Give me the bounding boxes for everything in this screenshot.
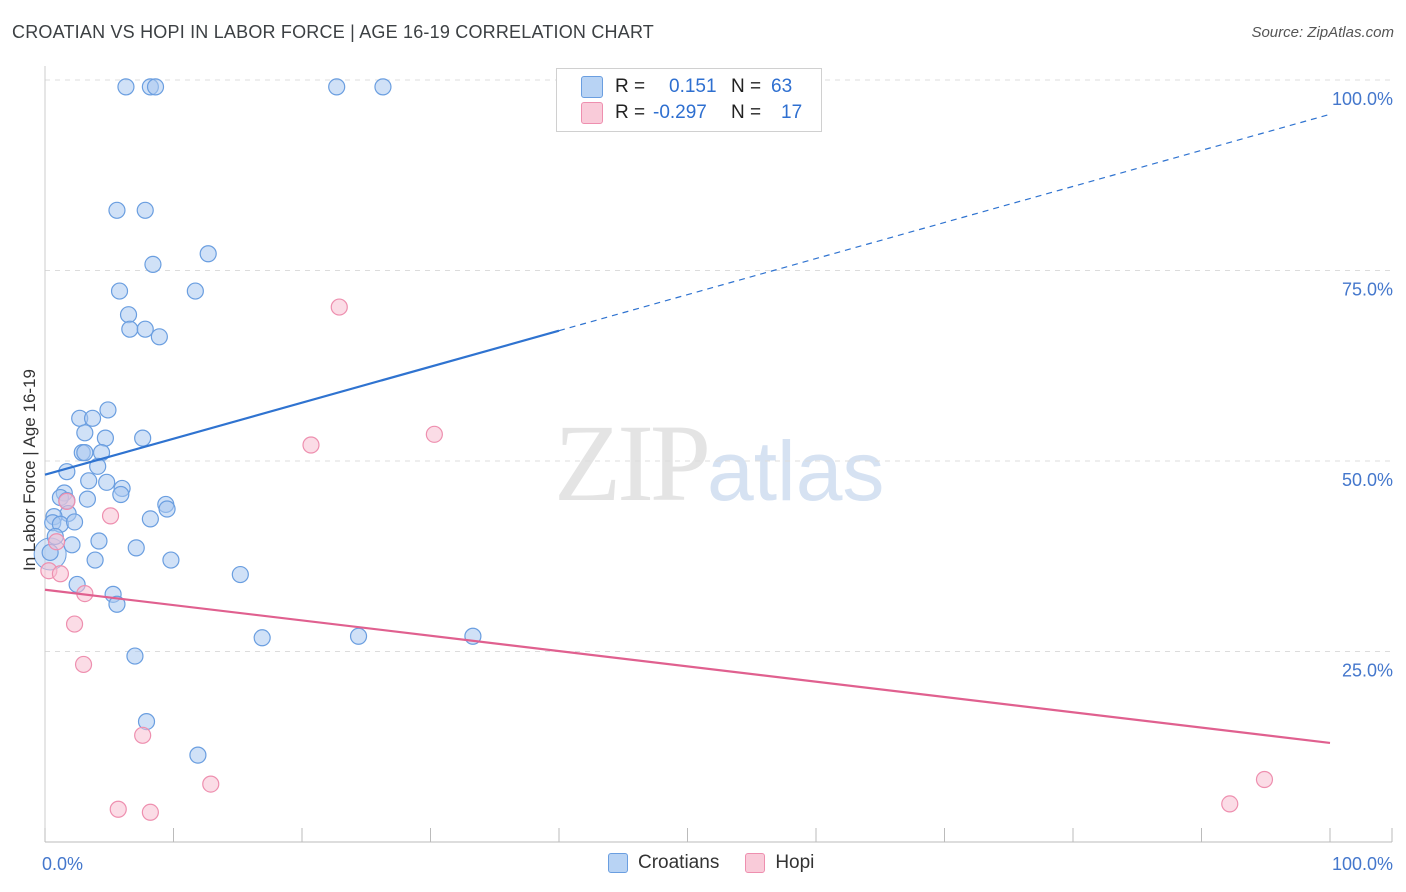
croatians-legend-label: Croatians: [638, 852, 720, 873]
croatians-point: [110, 282, 129, 300]
croatians-point: [76, 444, 94, 462]
croatians-point: [146, 78, 165, 96]
hopi-point: [101, 507, 120, 525]
y-tick-label: 75.0%: [1342, 280, 1393, 300]
croatians-point: [162, 551, 180, 569]
croatians-point: [96, 429, 114, 447]
croatians-point: [134, 429, 152, 447]
hopi-swatch: [581, 102, 603, 124]
croatians-point: [108, 201, 126, 219]
hopi-legend-swatch: [745, 853, 766, 873]
croatians-point: [78, 490, 97, 508]
croatians-point: [112, 485, 130, 504]
hopi-legend-label: Hopi: [775, 852, 815, 873]
watermark-atlas: atlas: [707, 424, 885, 518]
croatians-point: [89, 457, 107, 475]
n-label: N =: [731, 102, 762, 123]
croatians-point: [189, 746, 207, 764]
r-value: 0.151: [669, 76, 717, 97]
hopi-point: [141, 803, 159, 821]
hopi-point: [330, 298, 348, 316]
n-label: N =: [731, 76, 762, 97]
y-tick-label: 50.0%: [1342, 470, 1393, 490]
croatians-point: [141, 510, 159, 528]
hopi-point: [1255, 770, 1274, 789]
y-tick-label: 100.0%: [1332, 89, 1393, 109]
y-axis-label: In Labor Force | Age 16-19: [20, 369, 39, 571]
croatians-point: [119, 306, 138, 324]
hopi-point: [51, 565, 70, 583]
source-label: Source: ZipAtlas.com: [1251, 24, 1394, 41]
croatians-point: [83, 409, 102, 427]
r-label: R =: [615, 102, 646, 123]
chart-title: CROATIAN VS HOPI IN LABOR FORCE | AGE 16…: [12, 22, 655, 42]
hopi-point: [65, 615, 84, 633]
legend-row-hopi: R = -0.297 N = 17: [581, 101, 802, 125]
legend-row-croatians: R = 0.151 N = 63: [581, 75, 792, 99]
croatians-point: [328, 78, 346, 96]
croatians-point: [127, 539, 145, 557]
croatians-point: [99, 401, 117, 419]
hopi-point: [134, 726, 152, 744]
croatians-point: [76, 424, 94, 442]
watermark: ZIPatlas: [554, 400, 884, 527]
croatians-point: [199, 245, 217, 263]
n-value: 17: [781, 102, 803, 123]
croatians-point: [136, 320, 154, 338]
croatians-point: [121, 320, 139, 338]
croatians-point: [231, 565, 249, 584]
hopi-point: [58, 492, 76, 510]
croatians-point: [253, 629, 271, 647]
croatians-trend-extension: [558, 113, 1331, 332]
croatians-swatch: [581, 76, 603, 98]
croatians-point: [65, 513, 84, 531]
croatians-point: [98, 473, 116, 491]
croatians-point: [158, 500, 176, 518]
hopi-point: [1221, 795, 1239, 813]
croatians-point: [117, 78, 135, 96]
legend-item-croatians: Croatians: [608, 852, 719, 874]
watermark-zip: ZIP: [554, 402, 711, 524]
croatians-point: [126, 647, 144, 665]
hopi-point: [302, 436, 320, 454]
croatians-point: [144, 255, 162, 274]
croatians-point: [63, 536, 81, 554]
hopi-point: [47, 533, 66, 551]
n-value: 63: [771, 76, 793, 97]
r-value: -0.297: [653, 102, 707, 123]
croatians-point: [80, 472, 98, 490]
croatians-point: [86, 551, 104, 569]
y-tick-label: 25.0%: [1342, 661, 1393, 681]
croatians-legend-swatch: [608, 853, 628, 873]
hopi-point: [425, 425, 443, 443]
hopi-trend-line: [44, 588, 1331, 745]
croatians-trend-line: [44, 329, 560, 476]
stats-legend: R = 0.151 N = 63 R = -0.297 N = 17: [556, 68, 822, 132]
hopi-point: [74, 655, 93, 674]
croatians-point: [349, 627, 368, 645]
croatians-point: [108, 595, 126, 613]
legend-item-hopi: Hopi: [745, 852, 814, 874]
r-label: R =: [615, 76, 646, 97]
hopi-point: [202, 775, 220, 793]
croatians-point: [186, 282, 204, 300]
x-tick-label: 100.0%: [1332, 854, 1393, 874]
x-tick-label: 0.0%: [42, 854, 83, 874]
croatians-point: [150, 328, 168, 346]
croatians-point: [374, 78, 392, 96]
hopi-point: [109, 800, 127, 818]
series-legend: Croatians Hopi: [608, 852, 840, 874]
croatians-point: [136, 201, 154, 219]
croatians-point: [90, 532, 108, 550]
